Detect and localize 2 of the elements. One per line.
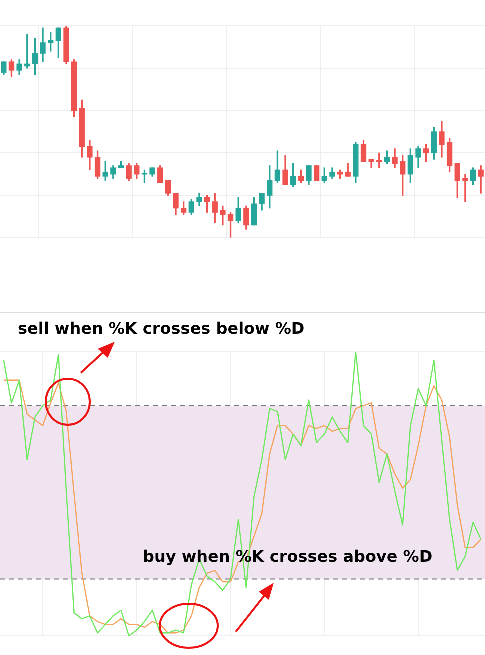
candlestick	[462, 174, 468, 202]
text: sell when %K crosses below %D	[18, 319, 305, 338]
